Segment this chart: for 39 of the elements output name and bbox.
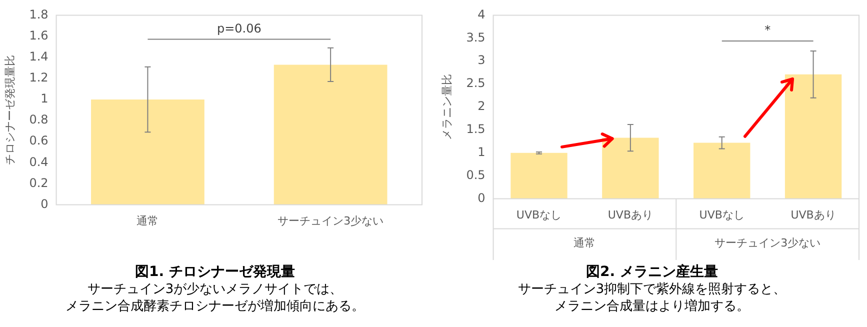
y-tick-label: 1.4 [29,49,48,64]
bar [602,138,659,199]
y-tick-label: 1 [478,145,486,160]
y-tick-label: 0.4 [29,154,48,169]
text: 図1. チロシナーゼ発現量 [134,264,296,281]
x-tick-label: UVBなし [516,208,562,222]
x-tick-label: サーチュイン3少ない [278,214,384,228]
y-tick-label: 1 [40,92,48,106]
y-axis-title: チロシナーゼ発現量比 [3,55,16,165]
y-axis-title: メラニン量比 [440,74,454,140]
bar [694,142,750,199]
annotation: p=0.06 [216,21,262,36]
y-tick-label: 1.5 [466,122,486,136]
y-tick-label: 3 [478,53,486,68]
y-tick-label: 4 [478,7,486,22]
bar [784,74,842,199]
text: 通常 [574,236,596,250]
text: 図2. メラニン産生量 [585,264,719,281]
annotation: * [764,23,771,38]
x-tick-label: 通常 [136,214,159,228]
text: サーチュイン3少ない [714,236,821,250]
y-tick-label: 0.5 [466,168,486,182]
x-tick-label: UVBなし [699,208,744,222]
y-tick-label: 0 [40,196,48,211]
y-tick-label: 1.6 [29,28,48,42]
y-tick-label: 2.5 [466,76,486,90]
text: サーチュイン3が少ないメラノサイトでは、メラニン合成酵素チロシナーゼが増加傾向にある。 [64,281,366,315]
y-tick-label: 0.8 [29,112,48,127]
x-tick-label: UVBあり [790,208,836,222]
y-tick-label: 1.8 [29,7,48,22]
text: サーチュイン3抑制下で紫外線を照射すると、メラニン合成量はより増加する。 [516,281,788,315]
y-tick-label: 0.6 [29,134,48,148]
x-tick-label: UVBあり [608,208,653,222]
bar [510,152,568,199]
y-tick-label: 0 [478,190,486,205]
y-tick-label: 2 [478,99,486,114]
y-tick-label: 3.5 [466,30,486,44]
y-tick-label: 1.2 [29,70,48,85]
y-tick-label: 0.2 [29,176,48,190]
